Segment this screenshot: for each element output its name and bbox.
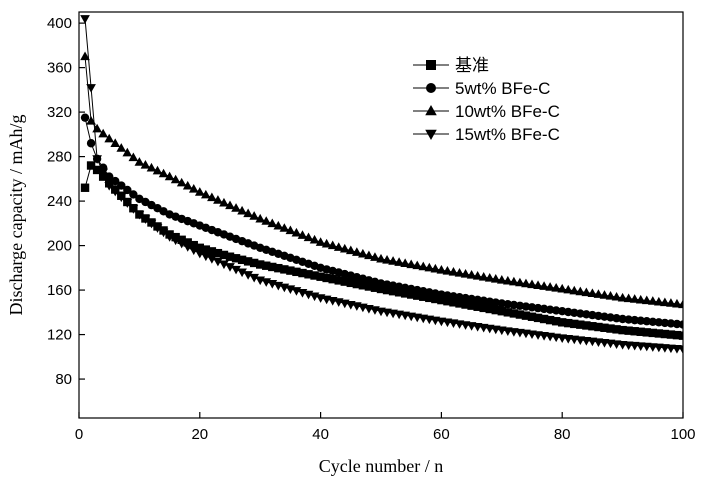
data-point [81, 113, 89, 121]
axis-ticks: 0 20 40 60 80 100 80 120 160 200 240 280 320 360 400 [47, 15, 696, 443]
series-triangle-up [80, 51, 688, 308]
legend-marker [426, 60, 436, 70]
y-tick-label: 320 [47, 104, 72, 121]
legend: 基准 5wt% BFe-C 10wt% BFe-C 15wt% BFe-C [413, 56, 560, 144]
x-tick-label: 20 [191, 426, 208, 443]
legend-marker [425, 105, 437, 115]
y-tick-label: 80 [55, 371, 72, 388]
data-point [81, 184, 89, 192]
data-point [80, 15, 90, 24]
x-tick-label: 0 [75, 426, 83, 443]
chart: 0 20 40 60 80 100 80 120 160 200 240 280 320 360 400 C… [0, 0, 706, 485]
data-point [679, 331, 687, 339]
legend-label: 10wt% BFe-C [455, 102, 560, 121]
x-tick-label: 60 [433, 426, 450, 443]
legend-marker [425, 130, 437, 140]
series-layer [80, 15, 688, 354]
y-tick-label: 160 [47, 282, 72, 299]
series-triangle-down [80, 15, 688, 354]
series-line [85, 19, 683, 349]
y-tick-label: 240 [47, 193, 72, 210]
legend-marker [426, 83, 436, 93]
x-tick-label: 80 [554, 426, 571, 443]
x-axis-title: Cycle number / n [319, 456, 443, 476]
legend-label: 基准 [455, 56, 489, 76]
x-tick-label: 100 [670, 426, 695, 443]
y-tick-label: 120 [47, 327, 72, 344]
legend-label: 5wt% BFe-C [455, 79, 550, 98]
data-point [678, 345, 688, 354]
x-tick-label: 40 [312, 426, 329, 443]
y-tick-label: 360 [47, 60, 72, 77]
y-tick-label: 280 [47, 149, 72, 166]
legend-label: 15wt% BFe-C [455, 125, 560, 144]
y-tick-label: 400 [47, 15, 72, 32]
y-axis-title: Discharge capacity / mAh/g [6, 114, 26, 315]
y-tick-label: 200 [47, 238, 72, 255]
data-point [87, 139, 95, 147]
data-point [679, 320, 687, 328]
